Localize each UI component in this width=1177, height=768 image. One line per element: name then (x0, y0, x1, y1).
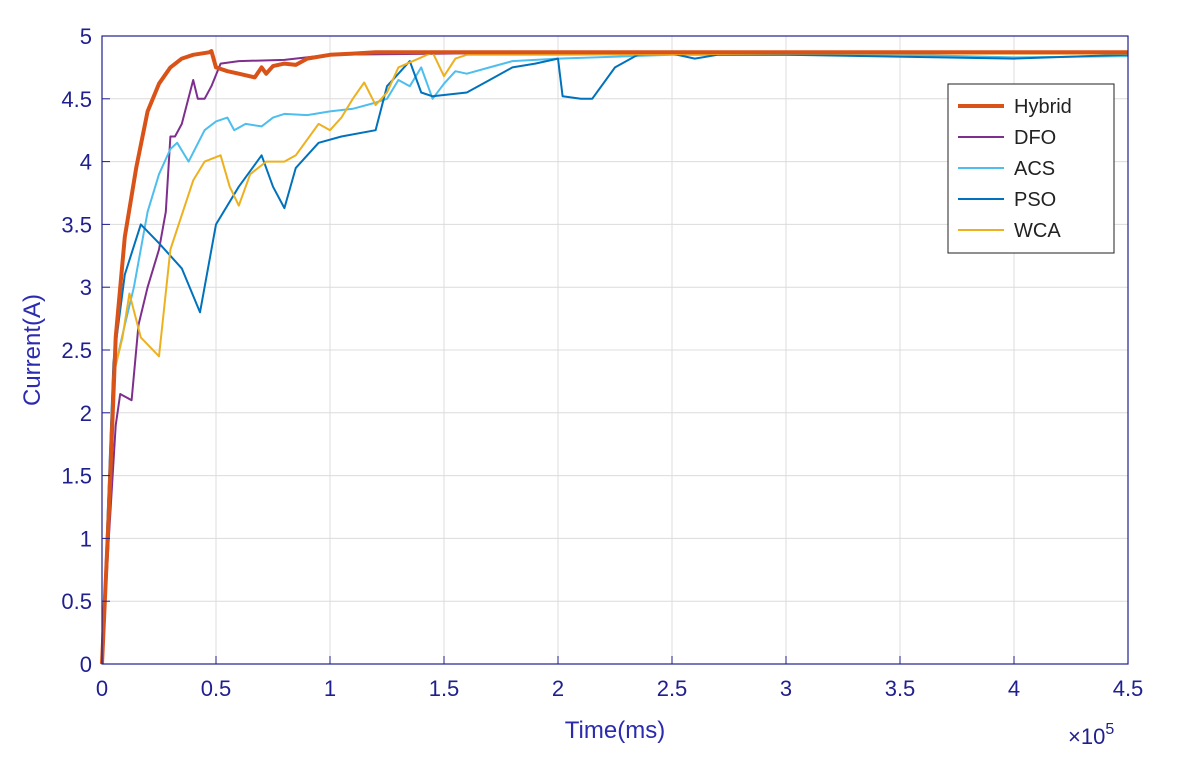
x-tick-label: 0 (96, 676, 108, 701)
y-tick-label: 1 (80, 526, 92, 551)
x-axis-exponent-power: 5 (1105, 721, 1114, 738)
y-tick-label: 3.5 (61, 212, 92, 237)
x-axis-label: Time(ms) (565, 717, 665, 744)
x-tick-label: 1.5 (429, 676, 460, 701)
legend-label-acs: ACS (1014, 158, 1055, 180)
x-tick-label: 3.5 (885, 676, 916, 701)
legend-label-wca: WCA (1014, 220, 1061, 242)
x-tick-label: 4 (1008, 676, 1020, 701)
legend-label-dfo: DFO (1014, 127, 1056, 149)
series-line-wca (101, 51, 1128, 665)
y-tick-label: 5 (80, 24, 92, 49)
y-tick-label: 4 (80, 150, 92, 175)
legend: Hybrid DFO ACS PSO WCA (947, 83, 1115, 254)
series-line-hybrid (100, 49, 1128, 665)
y-axis-label: Current(A) (19, 294, 46, 406)
y-tick-label: 0 (80, 652, 92, 677)
y-tick-label: 0.5 (61, 589, 92, 614)
legend-label-pso: PSO (1014, 189, 1056, 211)
legend-label-hybrid: Hybrid (1014, 96, 1072, 118)
y-tick-label: 2 (80, 401, 92, 426)
x-tick-label: 1 (324, 676, 336, 701)
x-tick-label: 3 (780, 676, 792, 701)
x-tick-label: 2 (552, 676, 564, 701)
x-tick-label: 0.5 (201, 676, 232, 701)
y-axis-ticks: 0 0.5 1 1.5 2 2.5 3 3.5 4 4.5 5 (61, 24, 110, 677)
series-line-dfo (101, 51, 1128, 665)
x-tick-label: 4.5 (1113, 676, 1144, 701)
series-line-acs (101, 53, 1129, 665)
x-axis-exponent-base: ×10 (1068, 724, 1105, 749)
y-tick-label: 3 (80, 275, 92, 300)
series-layer (100, 49, 1129, 665)
x-tick-label: 2.5 (657, 676, 688, 701)
y-tick-label: 1.5 (61, 464, 92, 489)
y-tick-label: 2.5 (61, 338, 92, 363)
x-axis-ticks: 0 0.5 1 1.5 2 2.5 3 3.5 4 4.5 (96, 656, 1143, 701)
y-tick-label: 4.5 (61, 87, 92, 112)
x-axis-exponent: ×105 (1068, 721, 1114, 749)
